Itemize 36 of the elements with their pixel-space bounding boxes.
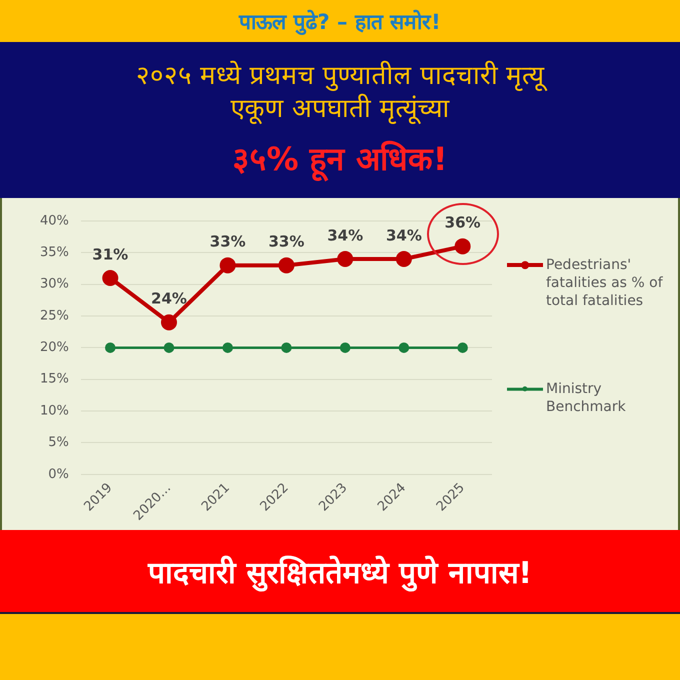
legend-label: Ministry Benchmark xyxy=(546,380,627,416)
text: पादचारी सुरक्षिततेमध्ये पुणे नापास! xyxy=(0,530,680,612)
point xyxy=(160,314,177,330)
y-tick-label: 10% xyxy=(40,403,69,418)
data-label: 31% xyxy=(92,245,128,264)
y-tick-label: 25% xyxy=(40,308,69,324)
point xyxy=(337,251,354,268)
point xyxy=(398,342,410,353)
data-label: 36% xyxy=(444,214,481,232)
text: पाऊल पुढे? – हात समोर! xyxy=(0,0,680,42)
y-tick-label: 30% xyxy=(40,276,69,292)
point xyxy=(220,257,236,274)
y-tick-label: 35% xyxy=(40,245,69,260)
data-label: 33% xyxy=(268,232,304,251)
point xyxy=(278,257,294,274)
point xyxy=(340,342,350,353)
point xyxy=(102,270,118,286)
y-tick-label: 40% xyxy=(40,213,69,228)
point xyxy=(454,238,471,254)
point xyxy=(222,342,233,353)
y-tick-label: 0% xyxy=(48,466,69,482)
data-label: 24% xyxy=(151,290,187,308)
data-label: 34% xyxy=(327,226,364,244)
point xyxy=(281,342,292,353)
point xyxy=(396,251,412,268)
point xyxy=(164,342,174,353)
point xyxy=(105,342,116,353)
chart-subtitle: ३५% हून अधिक! xyxy=(232,139,448,179)
y-tick-label: 15% xyxy=(40,372,69,387)
data-label: 34% xyxy=(386,226,422,244)
y-tick-label: 20% xyxy=(40,340,69,356)
point xyxy=(457,342,468,353)
data-label: 33% xyxy=(210,232,246,251)
chart-title: २०२५ मध्ये प्रथमच पुण्यातील पादचारी मृत्यू एकूण अपघाती मृत्यूंच्या xyxy=(134,60,548,126)
y-tick-label: 5% xyxy=(48,435,69,450)
legend-label: Pedestrians' fatalities as % of total fatalities xyxy=(546,256,664,310)
